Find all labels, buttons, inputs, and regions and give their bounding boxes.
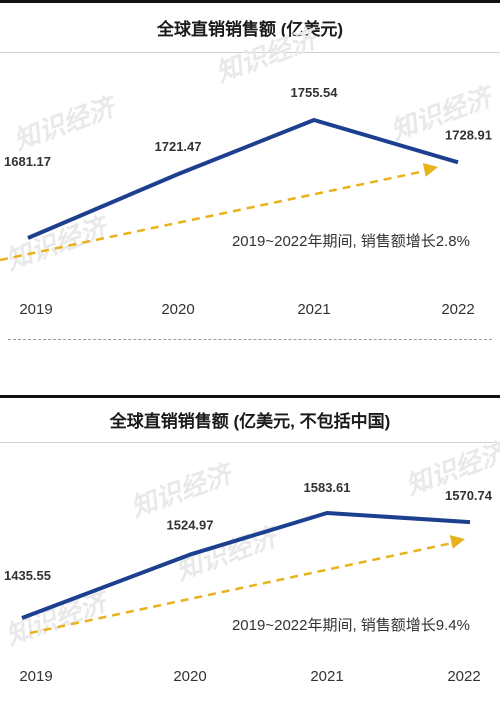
title-underline (0, 442, 500, 443)
data-label: 1583.61 (304, 480, 351, 495)
chart-title: 全球直销销售额 (亿美元, 不包括中国) (109, 412, 391, 431)
data-label: 1435.55 (4, 568, 51, 583)
data-labels: 1681.17 1721.47 1755.54 1728.91 (4, 85, 492, 169)
growth-annotation: 2019~2022年期间, 销售额增长2.8% (232, 233, 470, 250)
x-tick-label: 2022 (447, 668, 480, 685)
watermark-text: 知识经济 (1, 211, 115, 277)
data-label: 1524.97 (167, 518, 214, 533)
x-tick-label: 2019 (19, 301, 52, 318)
chart-panel-1: 全球直销销售额 (亿美元) 知识经济 知识经济 知识经济 知识经济 1681.1… (0, 0, 500, 350)
x-tick-label: 2019 (19, 668, 52, 685)
section-divider (8, 339, 492, 340)
series-line (21, 511, 471, 620)
top-rule (0, 0, 500, 3)
watermark-text: 知识经济 (126, 458, 240, 524)
trend-arrowhead (422, 163, 438, 177)
x-tick-label: 2020 (161, 301, 194, 318)
growth-annotation: 2019~2022年期间, 销售额增长9.4% (232, 617, 470, 634)
title-underline (0, 52, 500, 53)
watermark-text: 知识经济 (1, 586, 115, 652)
x-tick-label: 2022 (441, 301, 474, 318)
watermark-text: 知识经济 (9, 91, 123, 157)
x-tick-labels: 2019 2020 2021 2022 (19, 668, 480, 685)
chart-svg: 知识经济 知识经济 知识经济 知识经济 1681.171721.471755.5… (0, 23, 500, 318)
trend-arrow-line (29, 540, 458, 635)
data-label: 1570.74 (445, 488, 493, 503)
chart-panel-2: 全球直销销售额 (亿美元, 不包括中国) 知识经济 知识经济 知识经济 知识经济… (0, 395, 500, 715)
watermark-text: 知识经济 (211, 23, 325, 89)
chart-svg: 知识经济 知识经济 知识经济 知识经济 1435.551524.971583.6… (1, 436, 500, 685)
chart-title: 全球直销销售额 (亿美元) (156, 20, 344, 39)
data-labels: 1435.55 1524.97 1583.61 1570.74 (4, 480, 493, 583)
x-tick-label: 2021 (297, 301, 330, 318)
x-tick-labels: 2019 2020 2021 2022 (19, 301, 474, 318)
top-rule (0, 395, 500, 398)
data-label: 1728.91 (445, 127, 492, 142)
x-tick-label: 2021 (310, 668, 343, 685)
trend-arrowhead (449, 535, 465, 549)
data-label: 1681.17 (4, 154, 51, 169)
data-label: 1755.54 (291, 85, 339, 100)
series-line (27, 118, 459, 240)
trend-arrow-line (0, 168, 431, 262)
data-label: 1721.47 (155, 139, 202, 154)
x-tick-label: 2020 (173, 668, 206, 685)
